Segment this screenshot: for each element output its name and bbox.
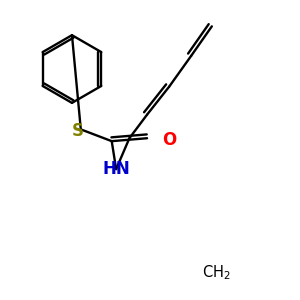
- Text: O: O: [162, 131, 176, 149]
- Text: CH$_2$: CH$_2$: [202, 263, 231, 281]
- Text: HN: HN: [102, 160, 130, 178]
- Text: S: S: [72, 122, 84, 140]
